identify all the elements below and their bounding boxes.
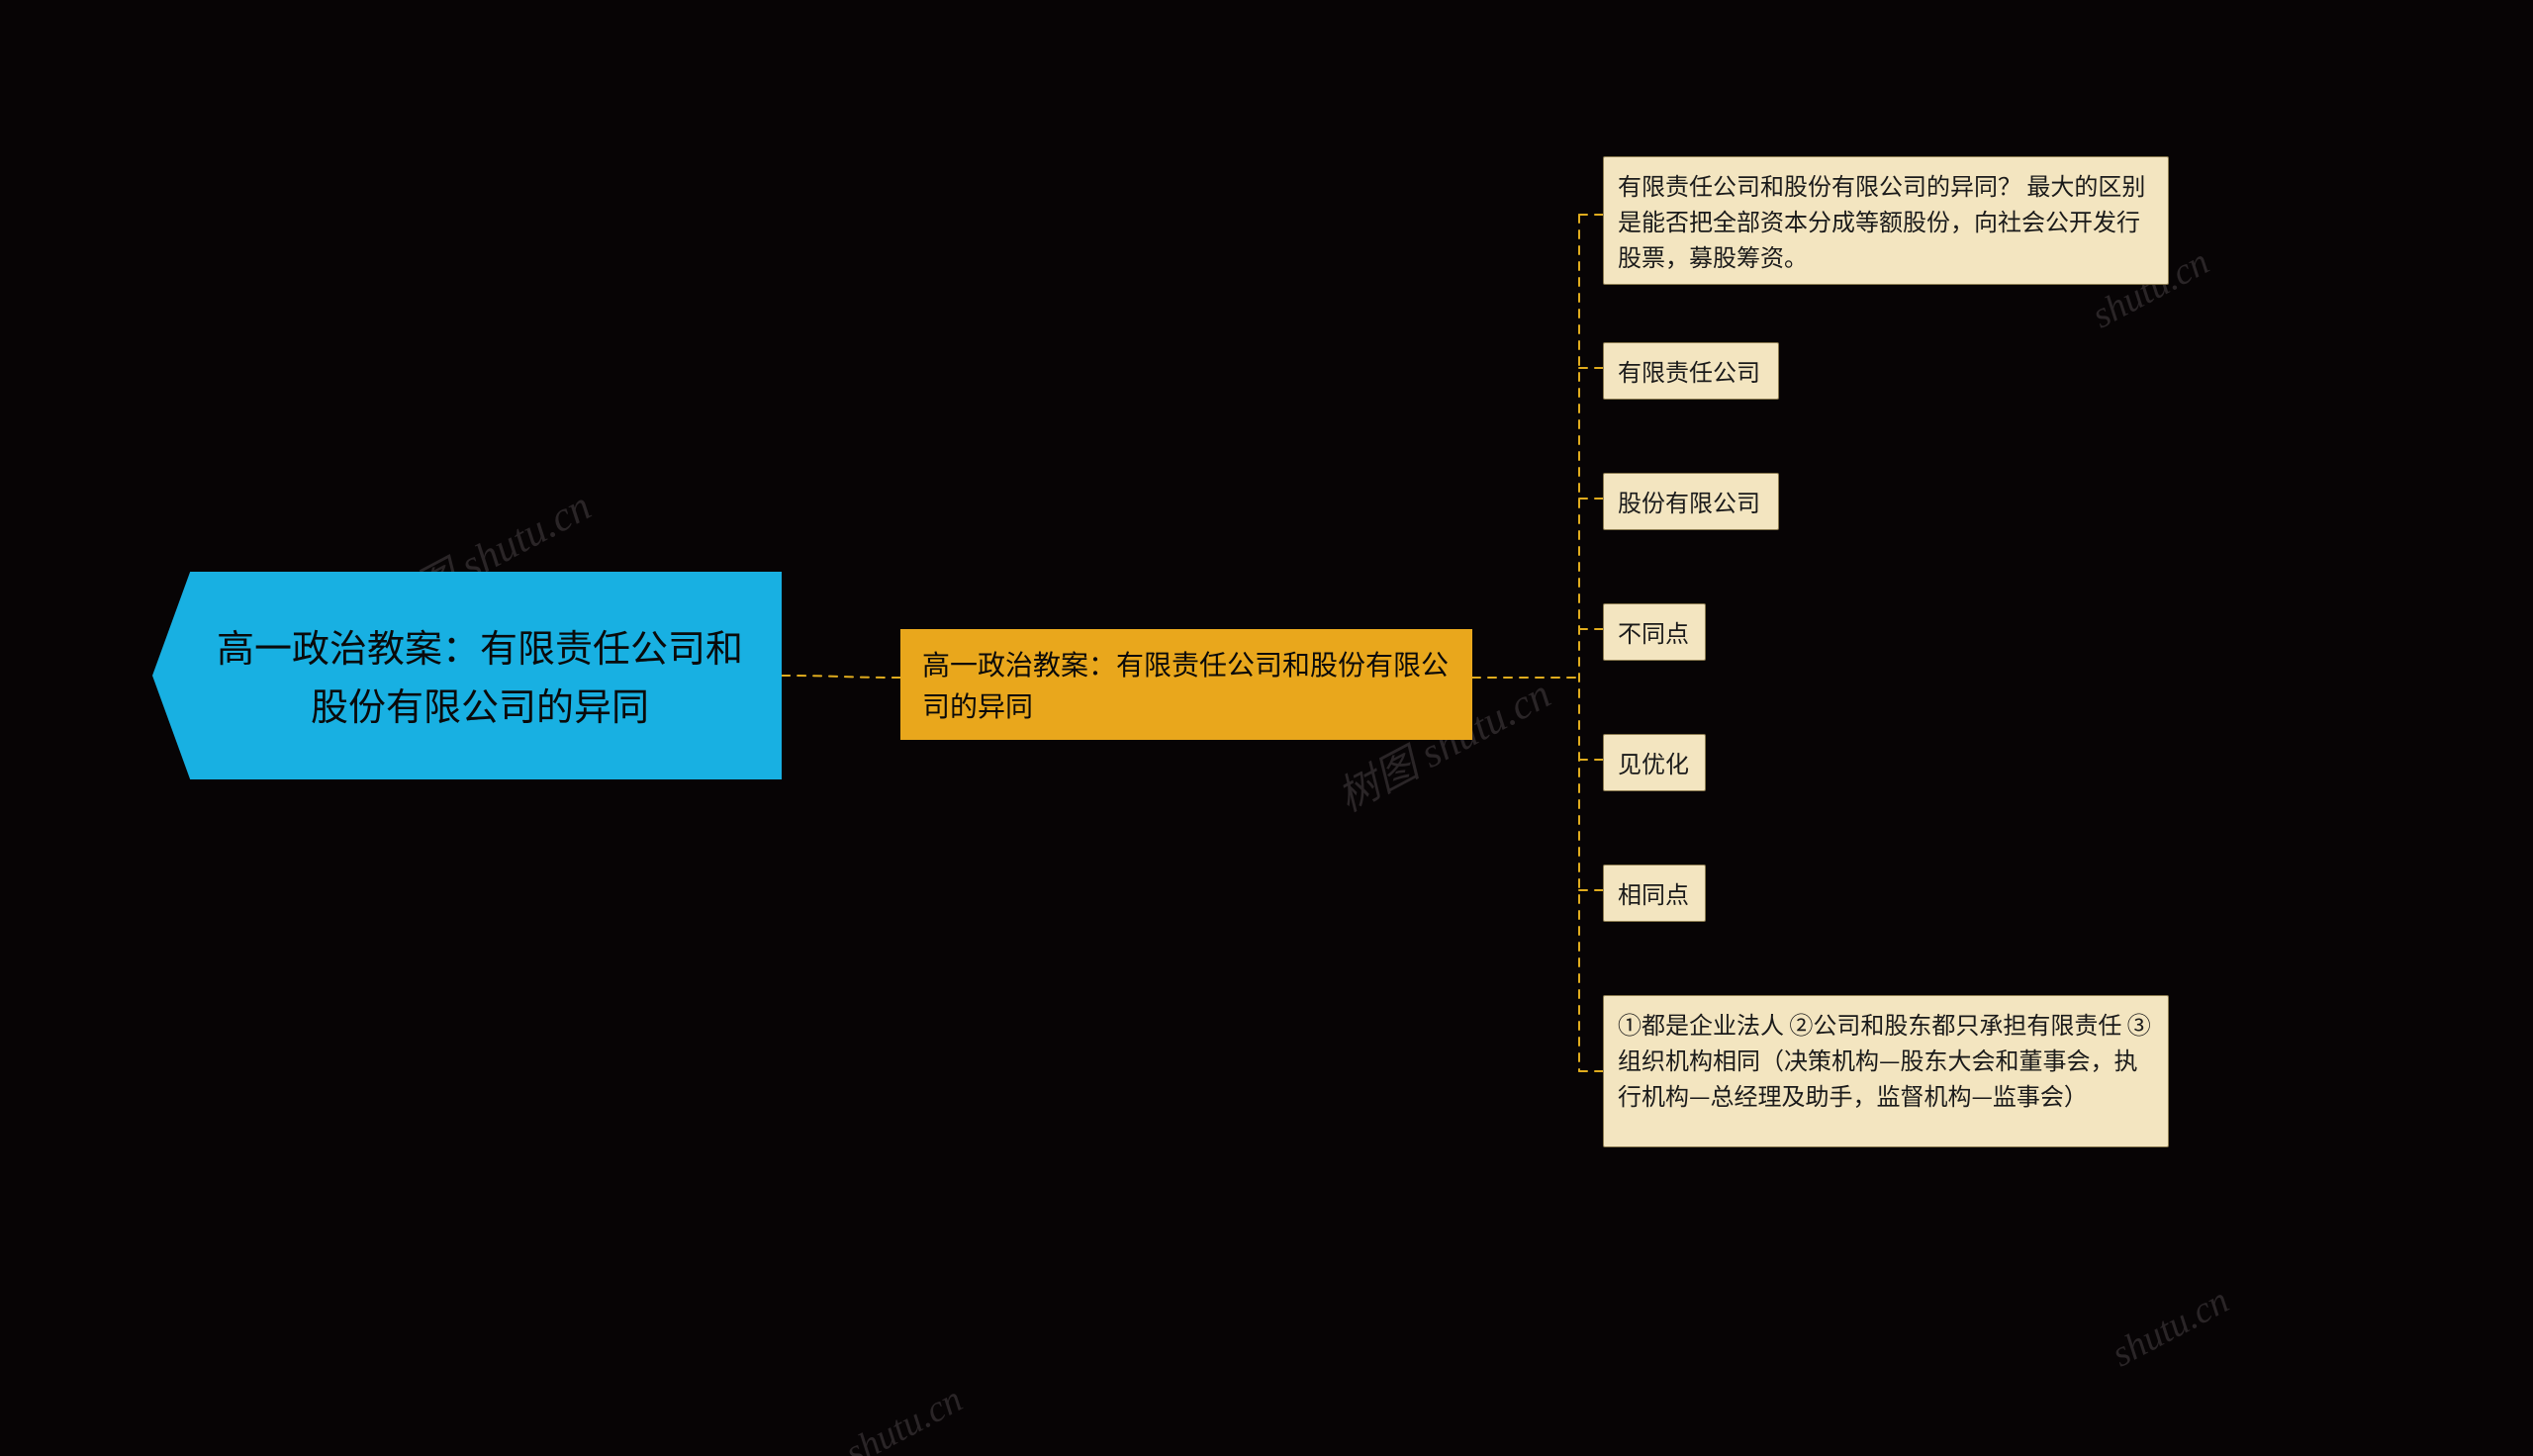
leaf-node-0[interactable]: 有限责任公司和股份有限公司的异同？ 最大的区别是能否把全部资本分成等额股份，向社…	[1603, 156, 2169, 285]
leaf-node-4-label: 见优化	[1618, 745, 1689, 780]
leaf-node-1[interactable]: 有限责任公司	[1603, 342, 1779, 400]
watermark: shutu.cn	[2105, 1279, 2236, 1376]
leaf-node-1-label: 有限责任公司	[1618, 353, 1760, 389]
leaf-node-6[interactable]: ①都是企业法人 ②公司和股东都只承担有限责任 ③组织机构相同（决策机构—股东大会…	[1603, 995, 2169, 1147]
watermark: shutu.cn	[838, 1378, 970, 1456]
leaf-node-6-label: ①都是企业法人 ②公司和股东都只承担有限责任 ③组织机构相同（决策机构—股东大会…	[1618, 1006, 2154, 1113]
sub-node-label: 高一政治教案：有限责任公司和股份有限公司的异同	[922, 643, 1451, 726]
root-node[interactable]: 高一政治教案：有限责任公司和股份有限公司的异同	[152, 572, 782, 779]
leaf-node-2[interactable]: 股份有限公司	[1603, 473, 1779, 530]
sub-node[interactable]: 高一政治教案：有限责任公司和股份有限公司的异同	[900, 629, 1472, 740]
leaf-node-0-label: 有限责任公司和股份有限公司的异同？ 最大的区别是能否把全部资本分成等额股份，向社…	[1618, 167, 2154, 274]
root-node-label: 高一政治教案：有限责任公司和股份有限公司的异同	[208, 617, 752, 734]
leaf-node-5-label: 相同点	[1618, 875, 1689, 911]
leaf-node-5[interactable]: 相同点	[1603, 864, 1706, 922]
leaf-node-2-label: 股份有限公司	[1618, 484, 1760, 519]
leaf-node-3-label: 不同点	[1618, 614, 1689, 650]
leaf-node-4[interactable]: 见优化	[1603, 734, 1706, 791]
mindmap-canvas: 树图 shutu.cn树图 shutu.cnshutu.cnshutu.cnsh…	[0, 0, 2533, 1456]
leaf-node-3[interactable]: 不同点	[1603, 603, 1706, 661]
